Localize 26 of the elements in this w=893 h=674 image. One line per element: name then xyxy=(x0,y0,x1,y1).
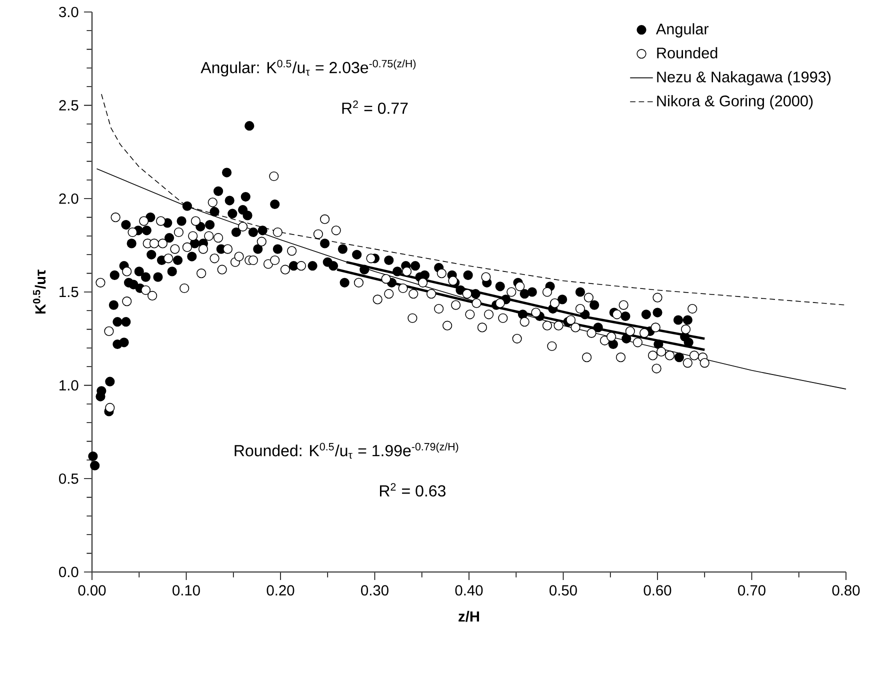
x-tick-label: 0.60 xyxy=(644,585,672,596)
y-tick-label: 0.0 xyxy=(59,566,78,578)
y-tick-label: 2.0 xyxy=(59,193,78,204)
x-axis-title: z/H xyxy=(458,610,480,622)
y-tick-label: 1.5 xyxy=(60,286,78,298)
x-tick-label: 0.00 xyxy=(78,585,106,596)
x-tick-label: 0.10 xyxy=(172,585,200,596)
annotation: Angular: K$^{0.5}$/u$_{τ}$ = 2.03e$^{-0.75(z/H)}$ xyxy=(200,60,416,76)
y-tick-label: 2.5 xyxy=(59,100,78,111)
annotation: R$^{2}$ = 0.77 xyxy=(342,100,408,114)
y-tick-label: 3.0 xyxy=(59,6,78,18)
y-tick-label: 0.5 xyxy=(59,473,78,484)
x-tick-label: 0.80 xyxy=(832,585,860,596)
y-axis-title: K$^{0.5}$/uτ xyxy=(32,270,46,314)
x-tick-label: 0.70 xyxy=(738,585,766,596)
legend-label: Angular xyxy=(656,23,709,38)
legend-label: Nikora & Goring (2000) xyxy=(657,95,813,110)
x-tick-label: 0.50 xyxy=(550,585,577,596)
y-tick-label: 1.0 xyxy=(60,380,78,391)
x-tick-label: 0.40 xyxy=(455,585,483,596)
legend-label: Nezu & Nakagawa (1993) xyxy=(657,71,831,86)
x-tick-label: 0.30 xyxy=(361,585,388,596)
legend-label: Rounded xyxy=(657,47,718,58)
x-tick-label: 0.20 xyxy=(266,585,294,596)
annotation: R$^{2}$ = 0.63 xyxy=(380,483,446,497)
annotation: Rounded: K$^{0.5}$/u$_{τ}$ = 1.99e$^{-0.79(z/H)}$ xyxy=(234,442,458,459)
